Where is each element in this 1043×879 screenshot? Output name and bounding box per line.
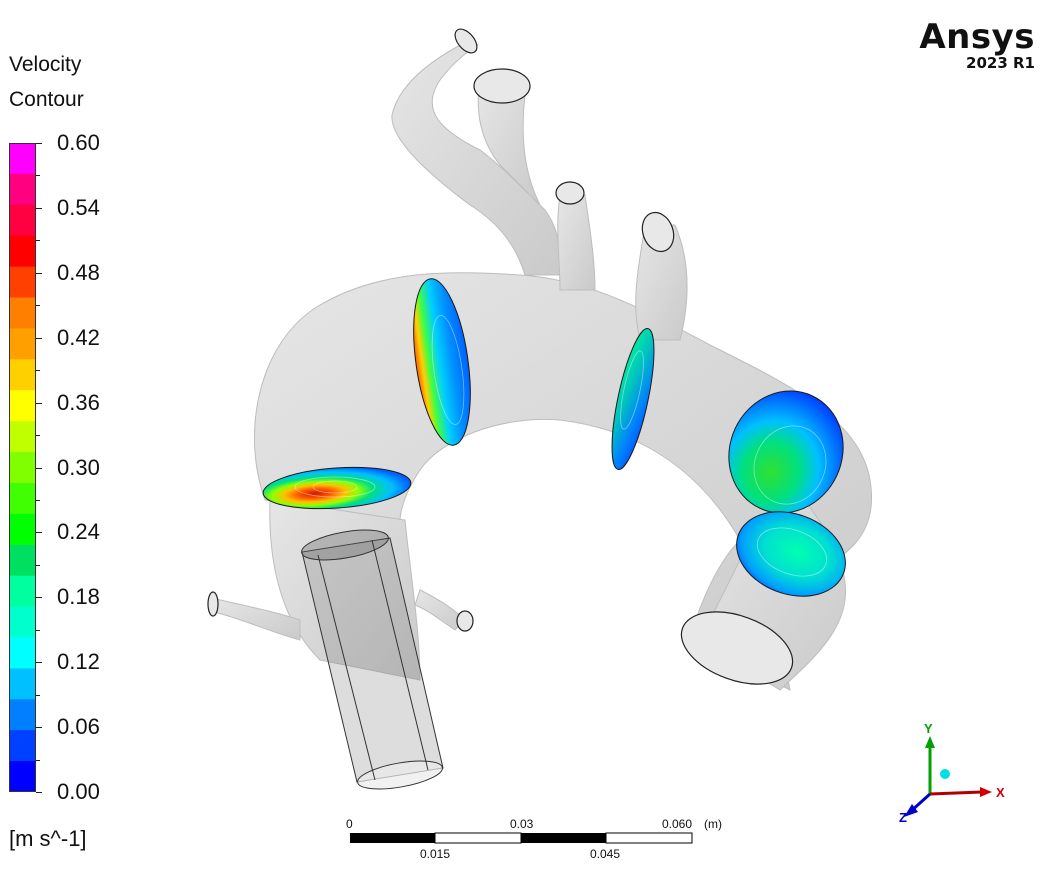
color-legend-bar: [9, 143, 36, 792]
legend-band: [9, 699, 36, 731]
triad-z-label: Z: [899, 810, 907, 825]
legend-band: [9, 730, 36, 762]
legend-band: [9, 421, 36, 453]
scale-label-003: 0.03: [510, 817, 534, 831]
legend-band: [9, 513, 36, 546]
legend-band: [9, 235, 36, 268]
legend-tick-mark: [36, 207, 42, 209]
contour-slice-arch-proximal: [413, 278, 471, 446]
scale-label-0015: 0.015: [420, 847, 451, 861]
legend-band: [9, 575, 36, 608]
legend-tick-mark: [36, 792, 42, 793]
legend-tick-label: 0.00: [57, 779, 100, 804]
legend-subtitle: Contour: [9, 88, 84, 111]
legend-band: [9, 452, 36, 484]
legend-minor-tick: [36, 240, 40, 242]
legend-title: Velocity: [9, 53, 82, 76]
legend-tick-label: 0.12: [57, 649, 100, 675]
legend-tick-label: 0.42: [57, 324, 100, 350]
branch-openings: [207, 28, 794, 685]
legend-band: [9, 606, 36, 638]
legend-minor-tick: [36, 694, 40, 696]
legend-tick-mark: [36, 727, 42, 729]
legend-tick-mark: [36, 662, 42, 664]
scale-label-0060: 0.060: [662, 817, 693, 831]
legend-tick-mark: [36, 143, 42, 144]
legend-band: [9, 761, 36, 792]
scale-label-0045: 0.045: [590, 847, 621, 861]
inlet-cylinder: [301, 529, 444, 790]
legend-band: [9, 637, 36, 669]
legend-tick-mark: [36, 597, 42, 599]
legend-tick-mark: [36, 532, 42, 534]
legend-minor-tick: [36, 370, 40, 372]
legend-band: [9, 143, 36, 175]
legend-tick-mark: [36, 467, 42, 469]
legend-band: [9, 204, 36, 237]
contour-slice-descending: [736, 511, 846, 597]
legend-tick-label: 0.36: [57, 389, 100, 415]
legend-band: [9, 297, 36, 329]
legend-tick-label: 0.60: [57, 130, 100, 155]
legend-minor-tick: [36, 175, 40, 177]
legend-minor-tick: [36, 499, 40, 501]
brand-version: 2023 R1: [966, 54, 1035, 72]
triad-y-label: Y: [924, 721, 933, 736]
contour-slice-arch-mid: [611, 328, 655, 470]
legend-band: [9, 390, 36, 422]
contour-lines: [294, 315, 828, 577]
velocity-slices: [262, 278, 846, 597]
legend-tick-mark: [36, 337, 42, 339]
contour-slice-arch-distal: [728, 390, 844, 514]
scale-unit: (m): [704, 817, 722, 831]
legend-tick-label: 0.24: [57, 519, 100, 545]
brand-name: Ansys: [919, 17, 1035, 57]
legend-minor-tick: [36, 629, 40, 631]
triad-x-label: X: [996, 785, 1005, 800]
legend-minor-tick: [36, 759, 40, 761]
legend-minor-tick: [36, 435, 40, 437]
legend-tick-label: 0.18: [57, 584, 100, 610]
legend-band: [9, 668, 36, 700]
legend-band: [9, 544, 36, 577]
legend-tick-label: 0.54: [57, 194, 100, 220]
legend-tick-mark: [36, 402, 42, 404]
scale-bar: [350, 832, 693, 844]
legend-tick-mark: [36, 272, 42, 274]
scale-label-0: 0: [346, 817, 353, 831]
legend-band: [9, 266, 36, 299]
legend-band: [9, 359, 36, 391]
legend-units: [m s^-1]: [9, 826, 87, 851]
ansys-logo: Ansys 2023 R1: [919, 20, 1035, 71]
legend-tick-label: 0.30: [57, 454, 100, 480]
legend-tick-label: 0.48: [57, 259, 100, 285]
legend-band: [9, 328, 36, 360]
aorta-geometry: [211, 39, 872, 691]
contour-slice-ascending: [262, 466, 412, 510]
legend-band: [9, 482, 36, 515]
axis-triad[interactable]: [904, 736, 992, 817]
legend-band: [9, 173, 36, 206]
legend-tick-label: 0.06: [57, 714, 100, 740]
legend-minor-tick: [36, 305, 40, 307]
legend-minor-tick: [36, 564, 40, 566]
